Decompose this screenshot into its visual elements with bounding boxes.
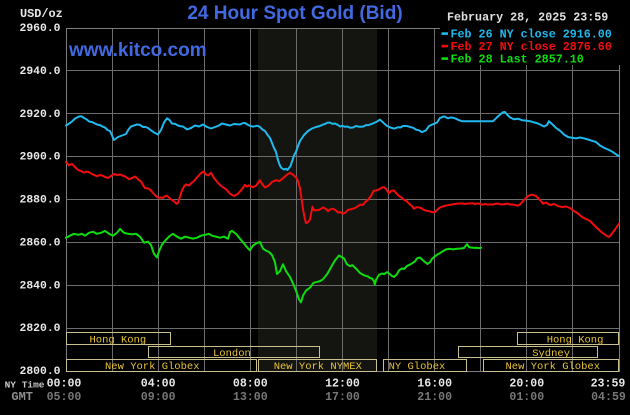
svg-text:01:00: 01:00 (509, 391, 544, 404)
svg-text:17:00: 17:00 (325, 391, 360, 404)
svg-text:00:00: 00:00 (47, 378, 82, 391)
svg-text:NY Time: NY Time (5, 380, 45, 391)
svg-text:New York NYMEX: New York NYMEX (274, 361, 363, 373)
svg-text:2960.0: 2960.0 (19, 23, 60, 35)
svg-text:Feb 28 Last 2857.10: Feb 28 Last 2857.10 (451, 53, 584, 67)
svg-text:21:00: 21:00 (417, 391, 452, 404)
svg-text:www.kitco.com: www.kitco.com (68, 40, 207, 61)
svg-text:London: London (213, 348, 251, 360)
svg-text:NY Globex: NY Globex (389, 361, 446, 373)
svg-text:Hong Kong: Hong Kong (547, 335, 604, 347)
svg-text:Hong Kong: Hong Kong (90, 335, 147, 347)
svg-text:23:59: 23:59 (591, 378, 626, 391)
svg-text:2900.0: 2900.0 (19, 152, 60, 164)
svg-text:12:00: 12:00 (325, 378, 360, 391)
svg-text:04:59: 04:59 (591, 391, 626, 404)
svg-text:13:00: 13:00 (233, 391, 268, 404)
svg-text:Feb 27 NY close 2876.60: Feb 27 NY close 2876.60 (451, 40, 612, 54)
svg-text:08:00: 08:00 (233, 378, 268, 391)
svg-text:2860.0: 2860.0 (19, 237, 60, 249)
svg-text:24 Hour Spot Gold (Bid): 24 Hour Spot Gold (Bid) (187, 3, 402, 24)
svg-text:2800.0: 2800.0 (19, 366, 60, 378)
svg-text:20:00: 20:00 (509, 378, 544, 391)
svg-text:New York Globex: New York Globex (105, 361, 200, 373)
svg-text:Feb 26 NY close 2916.00: Feb 26 NY close 2916.00 (451, 28, 612, 42)
svg-text:February 28, 2025 23:59: February 28, 2025 23:59 (447, 11, 608, 25)
svg-text:GMT: GMT (11, 390, 33, 404)
svg-text:05:00: 05:00 (47, 391, 82, 404)
svg-text:2840.0: 2840.0 (19, 280, 60, 292)
svg-text:2920.0: 2920.0 (19, 109, 60, 121)
svg-text:Sydney: Sydney (532, 348, 570, 360)
svg-text:2880.0: 2880.0 (19, 195, 60, 207)
svg-text:2940.0: 2940.0 (19, 66, 60, 78)
svg-text:New York Globex: New York Globex (506, 361, 601, 373)
svg-text:16:00: 16:00 (417, 378, 452, 391)
svg-text:04:00: 04:00 (141, 378, 176, 391)
svg-text:2820.0: 2820.0 (19, 323, 60, 335)
svg-text:09:00: 09:00 (141, 391, 176, 404)
svg-text:USD/oz: USD/oz (20, 7, 63, 21)
